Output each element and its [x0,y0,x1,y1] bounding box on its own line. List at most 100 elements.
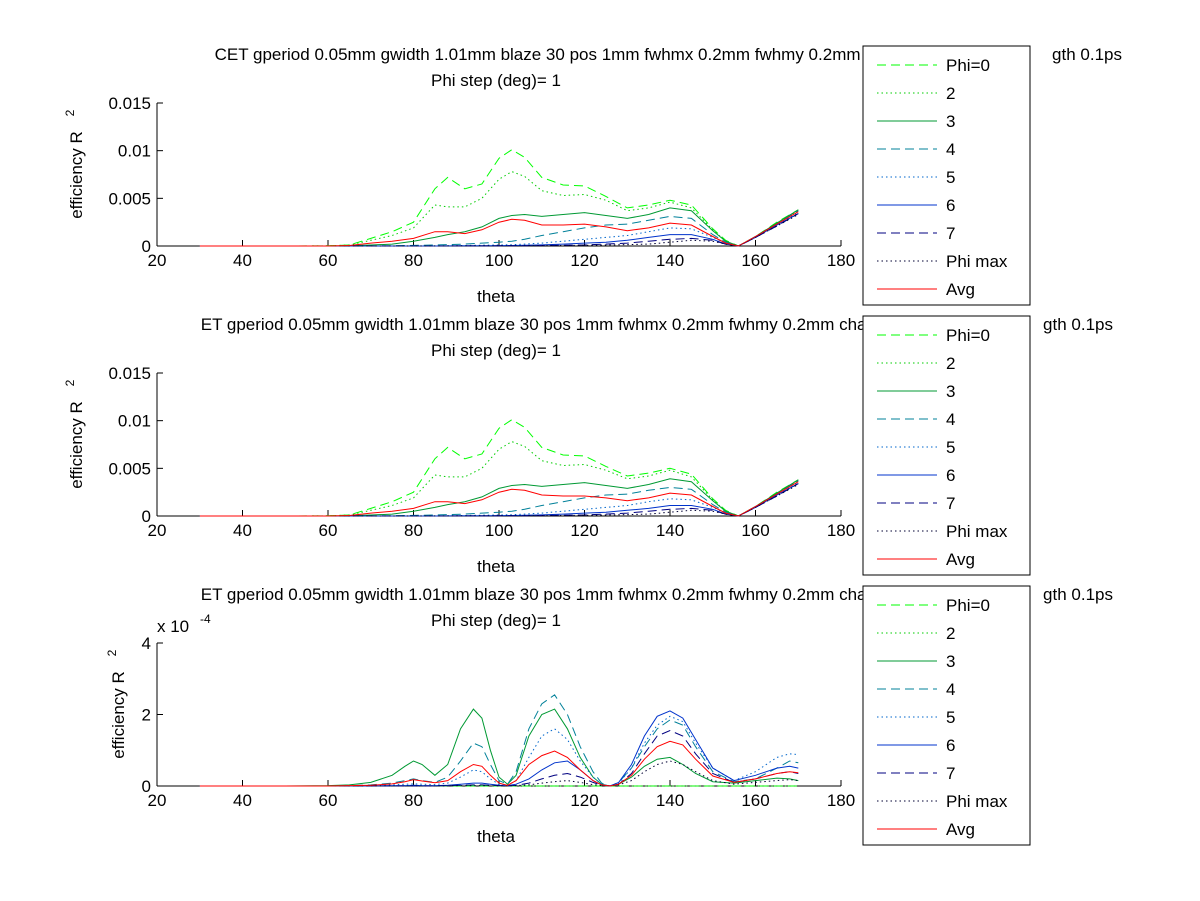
series-line-phi-max [199,484,799,517]
y-axis-label-superscript: 2 [63,109,77,116]
legend-entry-label: 5 [946,168,955,187]
series-lines [199,149,799,247]
subplot-3: ET gperiod 0.05mm gwidth 1.01mm blaze 30… [105,585,1113,846]
plot-title-line2: Phi step (deg)= 1 [431,611,561,630]
x-axis-label: theta [477,287,515,306]
plot-title-line1: ET gperiod 0.05mm gwidth 1.01mm blaze 30… [201,315,906,334]
series-line-3 [199,708,799,787]
y-axis-label: efficiency R [109,671,128,759]
legend-entry-label: Avg [946,550,975,569]
y-axis-label-group: efficiency R 2 [63,109,86,218]
x-tick-label: 160 [741,521,769,540]
series-lines [199,694,799,787]
x-tick-label: 40 [233,791,252,810]
y-tick-label: 0.005 [108,189,151,208]
legend-entry-label: Avg [946,280,975,299]
y-axis-label-superscript: 2 [63,379,77,386]
legend-entry-label: Phi=0 [946,56,990,75]
x-tick-label: 120 [570,791,598,810]
legend-entry-label: 2 [946,624,955,643]
legend-entry-label: 6 [946,466,955,485]
y-tick-label: 0.01 [118,412,151,431]
y-tick-label: 0.005 [108,459,151,478]
y-axis-exponent-label: x 10 [157,617,189,636]
y-tick-label: 0 [142,237,151,256]
legend-entry-label: Avg [946,820,975,839]
x-tick-label: 140 [656,251,684,270]
y-tick-label: 4 [142,634,151,653]
x-tick-label: 160 [741,791,769,810]
plot-title-line1-tail: gth 0.1ps [1043,315,1113,334]
legend-entry-label: 4 [946,140,955,159]
series-line-5 [199,212,799,247]
legend-entry-label: 5 [946,708,955,727]
legend-box [862,315,1031,576]
x-tick-label: 140 [656,521,684,540]
legend-entry-label: Phi=0 [946,326,990,345]
y-axis-label-group: efficiency R 2 [63,379,86,488]
legend-entry-label: Phi max [946,252,1008,271]
x-tick-label: 80 [404,791,423,810]
series-line-5 [199,482,799,517]
legend-box [862,45,1031,306]
series-line-avg [199,740,799,787]
axes: 20 40 60 80 100 120 140 160 180 0 0.005 0.01 0.015 [108,364,855,540]
series-line-avg [199,481,799,517]
x-tick-label: 100 [485,251,513,270]
legend: Phi=0 2 3 4 5 6 7 Phi max Avg [862,585,1031,846]
legend-entry-label: 4 [946,410,955,429]
series-line-phi-max [199,214,799,247]
series-line-3 [199,478,799,517]
legend-entry-label: 4 [946,680,955,699]
legend-entry-label: 3 [946,382,955,401]
x-tick-label: 120 [570,521,598,540]
legend-entry-label: 7 [946,764,955,783]
series-line-4 [199,694,799,787]
x-tick-label: 60 [319,791,338,810]
x-axis-label: theta [477,827,515,846]
legend-entry-label: Phi=0 [946,596,990,615]
plot-title-line1: ET gperiod 0.05mm gwidth 1.01mm blaze 30… [201,585,906,604]
x-axis-label: theta [477,557,515,576]
y-tick-label: 0.01 [118,142,151,161]
series-line-phi-0 [199,149,799,247]
subplot-1: CET gperiod 0.05mm gwidth 1.01mm blaze 3… [63,45,1122,306]
series-line-5 [199,715,799,787]
legend-entry-label: Phi max [946,522,1008,541]
y-axis-exponent-power: -4 [200,612,211,626]
y-axis-label-group: efficiency R 2 [105,649,128,758]
x-tick-label: 40 [233,251,252,270]
x-tick-label: 120 [570,251,598,270]
series-line-phi-max [199,760,799,787]
x-tick-label: 140 [656,791,684,810]
plot-title-line2: Phi step (deg)= 1 [431,341,561,360]
series-line-4 [199,480,799,517]
x-tick-label: 100 [485,521,513,540]
plot-title-line1-tail: gth 0.1ps [1043,585,1113,604]
y-tick-label: 2 [142,706,151,725]
x-tick-label: 180 [827,791,855,810]
x-tick-label: 100 [485,791,513,810]
plot-title-line1: CET gperiod 0.05mm gwidth 1.01mm blaze 3… [215,45,932,64]
series-line-phi-0 [199,419,799,517]
y-tick-label: 0.015 [108,364,151,383]
series-line-avg [199,211,799,247]
legend-entry-label: 3 [946,112,955,131]
plot-title-line1-tail: gth 0.1ps [1052,45,1122,64]
legend: Phi=0 2 3 4 5 6 7 Phi max Avg [862,315,1031,576]
legend-entry-label: Phi max [946,792,1008,811]
legend-entry-label: 6 [946,196,955,215]
y-axis-label: efficiency R [67,401,86,489]
plot-title-line2: Phi step (deg)= 1 [431,71,561,90]
x-tick-label: 180 [827,521,855,540]
x-tick-label: 20 [148,791,167,810]
series-line-4 [199,210,799,247]
x-tick-label: 20 [148,521,167,540]
x-tick-label: 60 [319,521,338,540]
x-tick-label: 180 [827,251,855,270]
x-tick-label: 80 [404,521,423,540]
legend: Phi=0 2 3 4 5 6 7 Phi max Avg [862,45,1031,306]
legend-entry-label: 2 [946,84,955,103]
x-tick-label: 80 [404,251,423,270]
